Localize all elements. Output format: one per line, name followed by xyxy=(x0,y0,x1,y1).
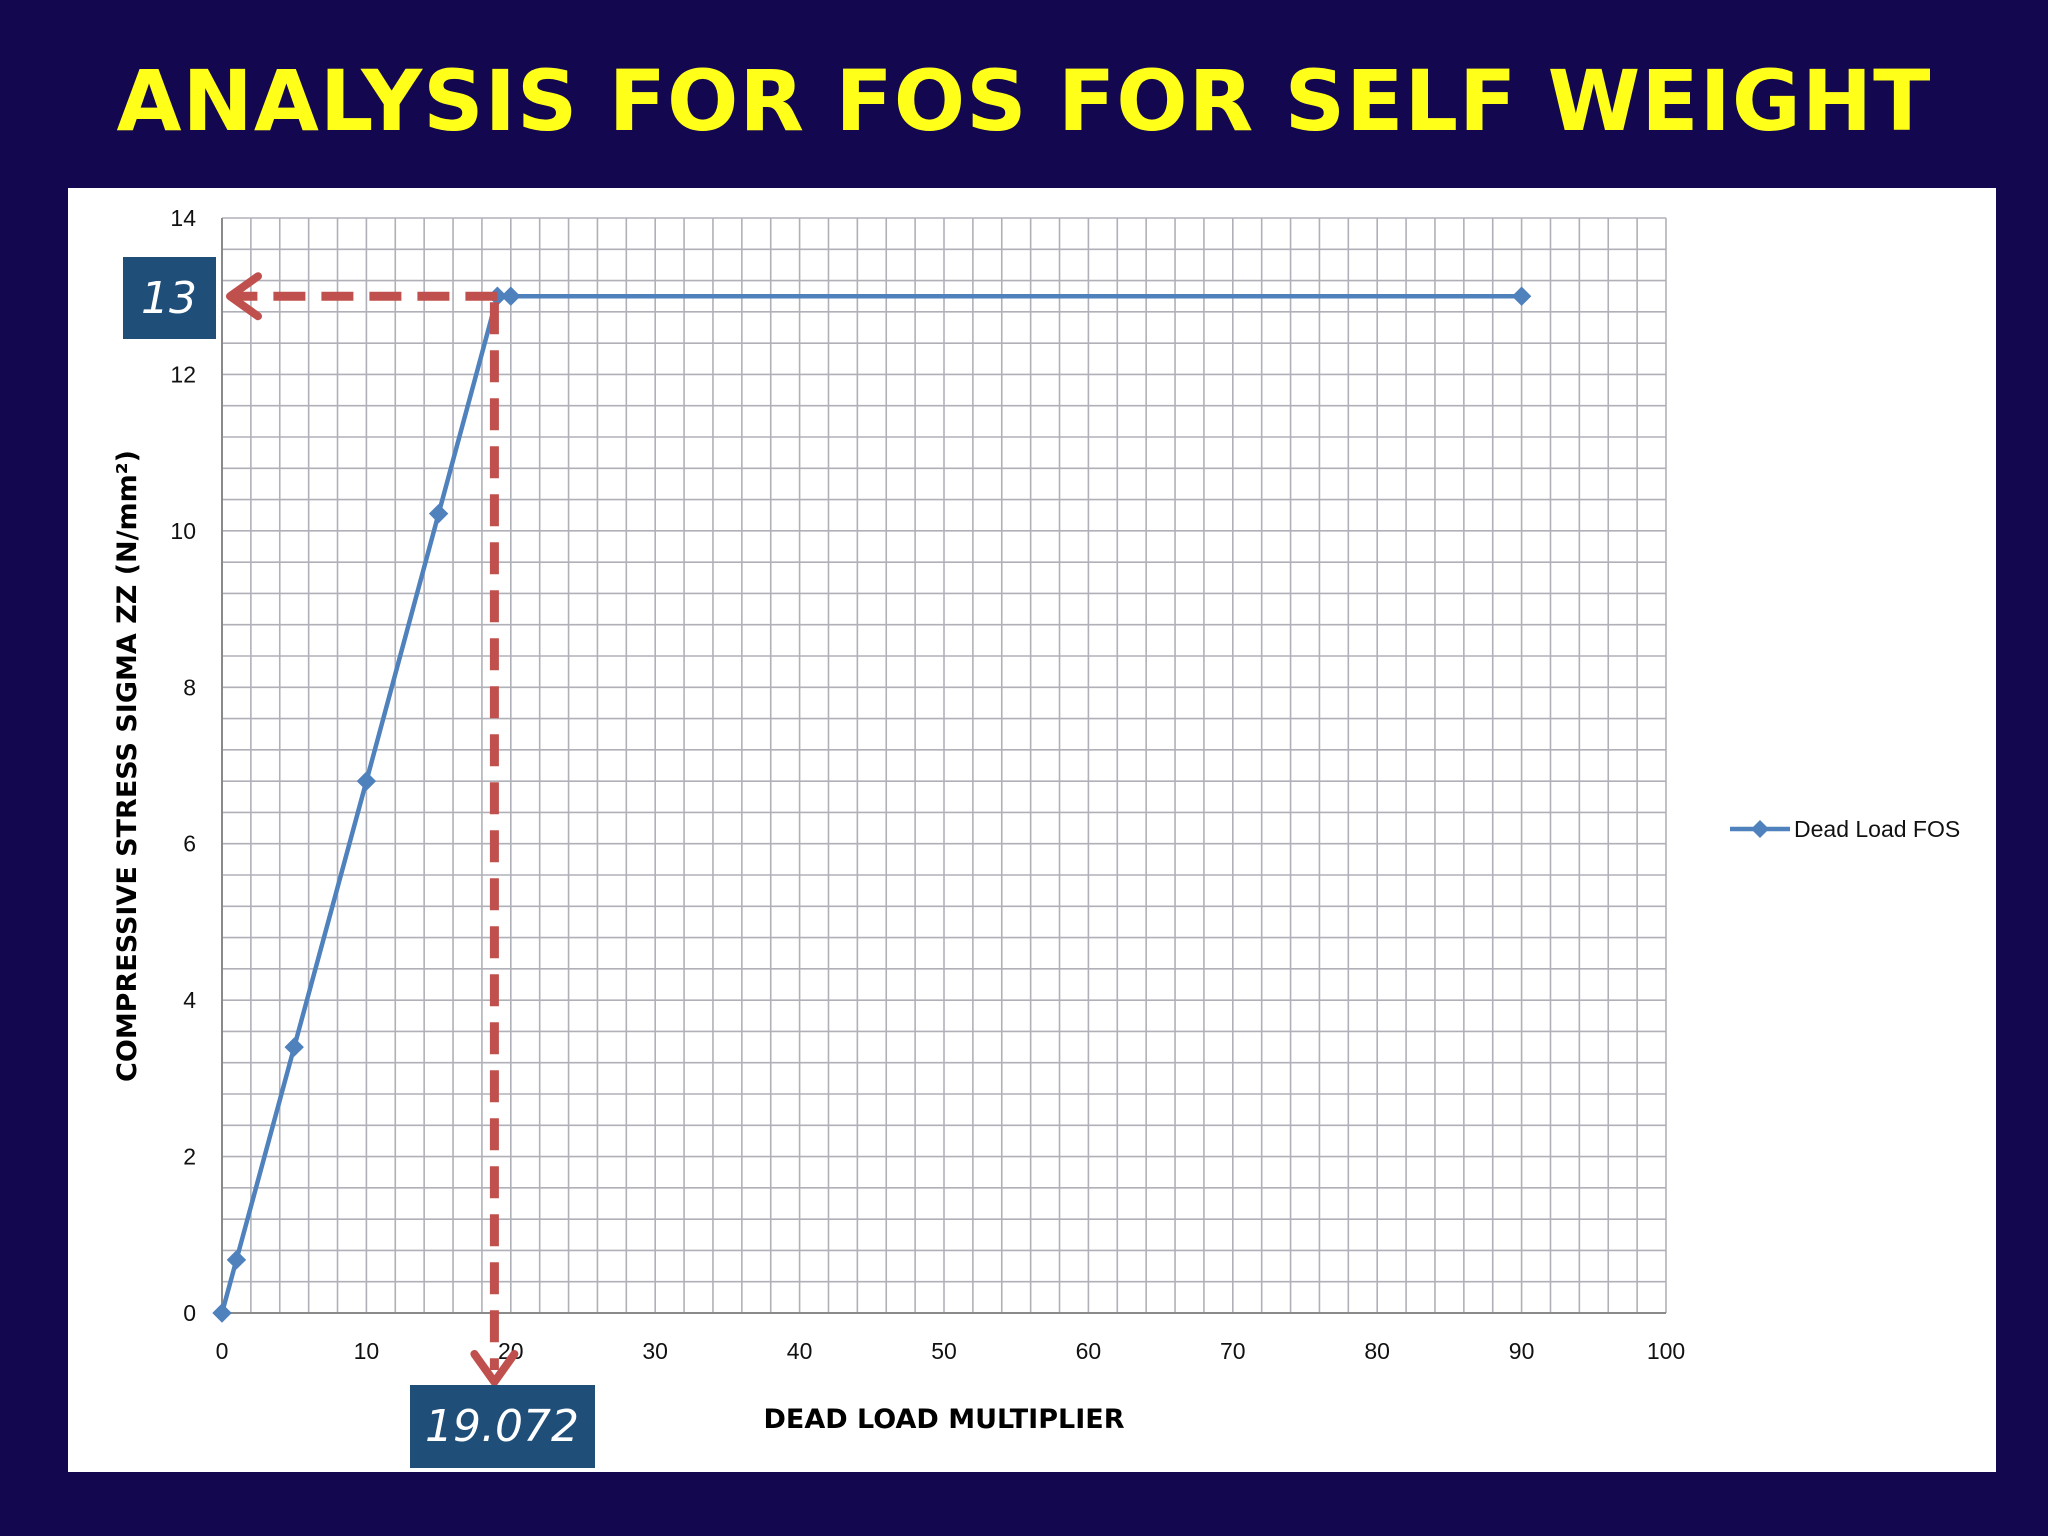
data-point-marker xyxy=(284,1037,304,1057)
x-callout-box xyxy=(410,1385,595,1468)
chart-grid xyxy=(221,217,1667,1314)
x-axis-title: DEAD LOAD MULTIPLIER xyxy=(763,1404,1124,1435)
y-callout-box xyxy=(123,257,216,339)
x-tick-label: 0 xyxy=(216,1338,229,1364)
x-tick-labels: 0 10 20 30 40 50 60 70 80 90 100 xyxy=(216,1338,1686,1364)
left-arrowhead xyxy=(226,272,262,321)
y-callout-label: 13 xyxy=(141,273,197,324)
x-tick-label: 30 xyxy=(642,1338,668,1364)
guide-lines xyxy=(226,272,519,1386)
slide-title: ANALYSIS FOR FOS FOR SELF WEIGHT xyxy=(116,52,1932,150)
x-callout-label: 19.072 xyxy=(425,1401,579,1452)
x-tick-label: 10 xyxy=(354,1338,380,1364)
data-point-marker xyxy=(1511,286,1532,306)
series-group xyxy=(212,286,1532,1323)
y-tick-label: 0 xyxy=(183,1300,196,1326)
data-point-marker xyxy=(501,286,521,306)
x-tick-label: 100 xyxy=(1647,1338,1685,1364)
series-line xyxy=(219,293,1522,1314)
y-tick-label: 8 xyxy=(183,674,196,700)
chart-axes xyxy=(221,218,1666,1314)
y-tick-label: 12 xyxy=(170,361,196,387)
data-point-marker xyxy=(226,1250,247,1270)
data-point-marker xyxy=(212,1303,232,1323)
y-tick-label: 14 xyxy=(170,205,196,231)
y-axis-title: COMPRESSIVE STRESS SIGMA ZZ (N/mm²) xyxy=(112,450,143,1082)
x-tick-label: 80 xyxy=(1364,1338,1390,1364)
y-tick-label: 2 xyxy=(183,1144,196,1170)
legend: Dead Load FOS xyxy=(1730,816,1960,842)
x-tick-label: 90 xyxy=(1509,1338,1535,1364)
x-tick-label: 40 xyxy=(787,1338,813,1364)
callouts: 13 19.072 xyxy=(123,257,595,1468)
data-point-marker xyxy=(428,503,449,524)
y-tick-label: 6 xyxy=(183,831,196,857)
y-tick-label: 10 xyxy=(170,518,196,544)
down-arrowhead xyxy=(470,1350,519,1386)
chart-panel xyxy=(68,188,1996,1472)
x-tick-label: 70 xyxy=(1220,1338,1246,1364)
legend-marker xyxy=(1751,820,1769,838)
y-tick-label: 4 xyxy=(183,987,196,1013)
x-tick-label: 50 xyxy=(931,1338,957,1364)
y-tick-labels: 0 2 4 6 8 10 12 14 xyxy=(170,205,196,1326)
legend-label: Dead Load FOS xyxy=(1794,816,1960,842)
data-point-marker xyxy=(356,771,377,791)
x-tick-label: 60 xyxy=(1076,1338,1102,1364)
